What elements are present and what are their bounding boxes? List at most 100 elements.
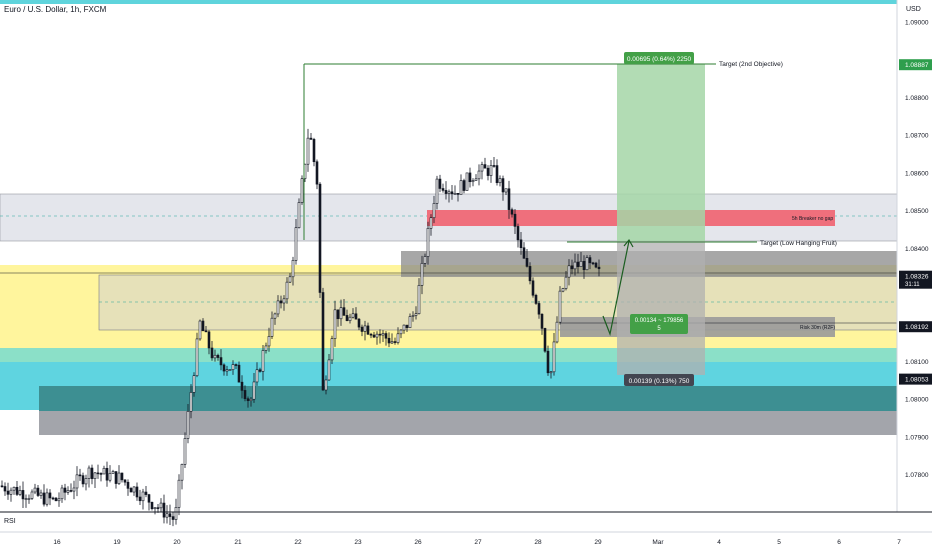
candle-body xyxy=(399,329,403,335)
rsi-indicator-label[interactable]: RSI xyxy=(4,518,16,525)
candle-body xyxy=(30,491,34,499)
ratio-info-box xyxy=(630,314,688,334)
candle-body xyxy=(354,313,358,320)
price-tick-label: 1.08800 xyxy=(905,95,929,102)
loss-zone xyxy=(617,241,705,375)
candle-body xyxy=(345,315,349,321)
candle-body xyxy=(273,313,277,319)
chart-title: Euro / U.S. Dollar, 1h, FXCM xyxy=(4,5,107,14)
candle-body xyxy=(213,354,217,359)
price-tick-label: 1.08600 xyxy=(905,170,929,177)
time-tick-label: 27 xyxy=(474,539,482,546)
candle-body xyxy=(339,307,343,320)
candle-body xyxy=(300,178,304,203)
candle-body xyxy=(150,501,154,509)
candle-body xyxy=(147,494,151,503)
candle-body xyxy=(567,265,571,278)
candle-body xyxy=(381,333,385,336)
candle-body xyxy=(81,475,85,485)
candle-body xyxy=(426,227,430,257)
target-2nd-label: Target (2nd Objective) xyxy=(719,61,783,68)
candle-body xyxy=(198,320,202,340)
candle-body xyxy=(117,472,121,484)
candle-body xyxy=(570,265,574,270)
candle-body xyxy=(132,486,136,493)
candle-body xyxy=(477,170,481,180)
candle-body xyxy=(459,180,463,195)
candle-body xyxy=(405,324,409,329)
candle-body xyxy=(45,492,49,505)
candle-body xyxy=(84,478,88,485)
candle-body xyxy=(510,209,514,215)
candle-body xyxy=(63,487,67,493)
candle-body xyxy=(69,490,73,492)
candle-body xyxy=(207,331,211,349)
candle-body xyxy=(528,266,532,282)
candle-body xyxy=(204,330,208,333)
candle-body xyxy=(468,172,472,183)
candle-body xyxy=(135,486,139,498)
candle-body xyxy=(375,333,379,338)
candle-body xyxy=(288,276,292,283)
candle-body xyxy=(243,390,247,399)
candle-body xyxy=(534,294,538,304)
candle-body xyxy=(486,167,490,176)
candle-body xyxy=(219,357,223,366)
candle-body xyxy=(96,472,100,475)
candle-body xyxy=(228,369,232,371)
price-axis-badge xyxy=(899,373,932,385)
candle-body xyxy=(549,371,553,374)
profit-info-label: 0.00695 (0.64%) 2250 xyxy=(627,56,692,63)
time-tick-label: Mar xyxy=(652,539,664,546)
candle-body xyxy=(414,313,418,316)
candle-body xyxy=(177,479,181,508)
candle-body xyxy=(438,178,442,189)
candle-body xyxy=(408,316,412,329)
candle-body xyxy=(579,260,583,267)
candle-body xyxy=(24,498,28,500)
candle-body xyxy=(279,300,283,304)
candle-body xyxy=(225,369,229,372)
candle-body xyxy=(99,473,103,475)
candle-body xyxy=(315,161,319,185)
candle-body xyxy=(516,226,520,241)
candle-body xyxy=(420,263,424,286)
candle-body xyxy=(471,180,475,183)
candle-body xyxy=(330,338,334,361)
price-axis-badge-label: 1.08192 xyxy=(905,324,929,331)
candle-body xyxy=(252,381,256,400)
candle-body xyxy=(342,307,346,316)
candle-body xyxy=(384,333,388,339)
candle-body xyxy=(255,369,259,383)
candle-body xyxy=(546,350,550,374)
candle-body xyxy=(246,398,250,401)
candles xyxy=(0,128,601,527)
price-axis-countdown: 31:11 xyxy=(905,282,920,288)
candle-body xyxy=(561,288,565,292)
price-tick-label: 1.08500 xyxy=(905,208,929,215)
candle-body xyxy=(501,178,505,193)
candle-body xyxy=(321,292,325,391)
candle-body xyxy=(60,487,64,500)
candle-body xyxy=(297,202,301,228)
candle-body xyxy=(447,191,451,194)
candle-body xyxy=(261,350,265,372)
price-axis-badge xyxy=(899,321,932,333)
loss-info-box xyxy=(624,374,694,386)
candle-body xyxy=(393,341,397,343)
candle-body xyxy=(312,139,316,163)
candle-body xyxy=(423,256,427,264)
candle-body xyxy=(174,507,178,520)
candle-body xyxy=(180,464,184,481)
candle-body xyxy=(582,260,586,271)
candle-body xyxy=(351,313,355,318)
candle-body xyxy=(195,338,199,376)
candle-body xyxy=(54,497,58,502)
candle-body xyxy=(348,316,352,321)
candle-body xyxy=(231,364,235,370)
candle-body xyxy=(9,489,13,495)
candle-body xyxy=(498,178,502,184)
candle-body xyxy=(336,309,340,320)
candle-body xyxy=(153,507,157,509)
